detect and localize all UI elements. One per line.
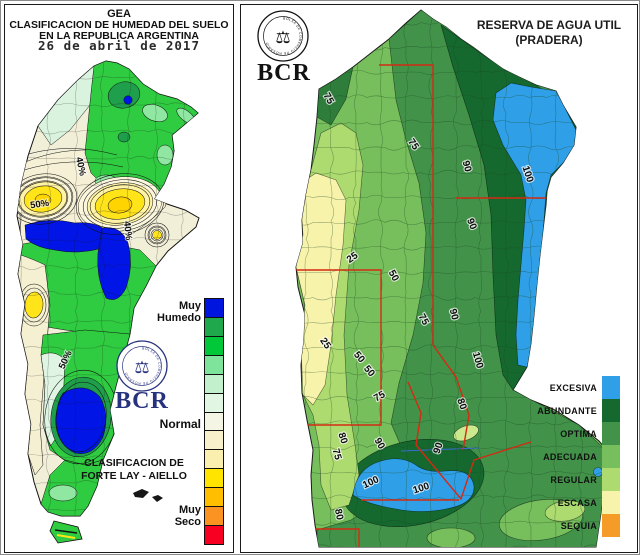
legend-swatch <box>602 514 620 537</box>
title-line-gea: GEA <box>107 8 131 20</box>
left-map-title: GEA CLASIFICACION DE HUMEDAD DEL SUELO E… <box>5 9 233 42</box>
legend-row: OPTIMA <box>470 422 620 445</box>
legend-label: ADECUADA <box>543 451 597 462</box>
legend-swatch <box>602 422 620 445</box>
contour-label: 80 <box>335 431 349 445</box>
colorbar-cell <box>204 449 224 469</box>
bcr-logo: BOLSA DE COMERCIO DE ROSARIO ⚖ <box>116 340 168 392</box>
colorbar-cell <box>204 335 224 355</box>
province-borders <box>296 64 563 547</box>
colorbar-cell <box>204 373 224 393</box>
legend-swatch <box>602 399 620 422</box>
water-reserve-legend: EXCESIVA ABUNDANTE OPTIMA ADECUADA REGUL… <box>470 376 620 537</box>
legend-row: ESCASA <box>470 491 620 514</box>
islands <box>133 489 163 502</box>
tierra-del-fuego <box>49 520 83 544</box>
bcr-wordmark: BCR <box>115 388 169 414</box>
contour-label: 90 <box>432 441 446 455</box>
contour-label: 40% <box>73 156 88 177</box>
colorbar-cell <box>204 468 224 488</box>
legend-row: ABUNDANTE <box>470 399 620 422</box>
legend-swatch <box>602 468 620 491</box>
reserve-zones <box>296 10 613 547</box>
water-reserve-map: 75 75 90 100 25 50 75 25 50 50 75 80 75 … <box>295 9 614 548</box>
legend-swatch <box>602 445 620 468</box>
contour-label: 80 <box>454 397 468 412</box>
classification-caption: CLASIFICACION DE FORTE LAY - AIELLO <box>81 457 187 482</box>
legend-label: ABUNDANTE <box>537 405 597 416</box>
legend-swatch <box>602 491 620 514</box>
colorbar-cell <box>204 392 224 412</box>
argentina-soil-moisture-map: 50% 40% 40% 50% <box>16 60 200 544</box>
contour-label: 40% <box>121 221 134 242</box>
bcr-logo: BOLSA DE COMERCIO DE ROSARIO ⚖ <box>257 10 309 62</box>
map-date: 26 de abril de 2017 <box>38 38 200 53</box>
moisture-colorbar <box>204 298 224 545</box>
legend-label-muy-humedo: Muy Humedo <box>157 300 201 324</box>
contour-label: 90 <box>460 160 474 174</box>
right-map-title: RESERVA DE AGUA UTIL (PRADERA) <box>476 18 622 47</box>
colorbar-cell <box>204 430 224 450</box>
colorbar-cell <box>204 316 224 336</box>
contour-label: 90 <box>447 308 460 322</box>
legend-label: OPTIMA <box>560 428 597 439</box>
left-map-panel: 50% 40% 40% 50% GEA CLASIFICACION DE HUM… <box>4 4 234 553</box>
legend-row: EXCESIVA <box>470 376 620 399</box>
legend-label: REGULAR <box>550 474 597 485</box>
contour-label: 80 <box>332 508 345 522</box>
bcr-wordmark: BCR <box>257 60 311 86</box>
right-map-panel: 75 75 90 100 25 50 75 25 50 50 75 80 75 … <box>240 4 638 553</box>
contour-label: 50% <box>29 198 50 212</box>
legend-swatch <box>602 376 620 399</box>
moisture-zones <box>17 61 199 516</box>
title-line-3: EN LA REPUBLICA ARGENTINA <box>39 30 199 42</box>
contour-label: 75 <box>330 448 344 462</box>
colorbar-cell <box>204 487 224 507</box>
title-line-2: CLASIFICACION DE HUMEDAD DEL SUELO <box>9 19 229 31</box>
legend-label: ESCASA <box>557 497 597 508</box>
colorbar-cell <box>204 411 224 431</box>
legend-row: REGULAR <box>470 468 620 491</box>
colorbar-cell <box>204 354 224 374</box>
legend-label-muy-seco: Muy Seco <box>174 504 201 528</box>
legend-row: SEQUIA <box>470 514 620 537</box>
colorbar-cell <box>204 525 224 545</box>
legend-label: SEQUIA <box>560 520 597 531</box>
colorbar-cell <box>204 298 224 317</box>
legend-label-normal: Normal <box>159 417 201 431</box>
legend-row: ADECUADA <box>470 445 620 468</box>
legend-label: EXCESIVA <box>549 382 597 393</box>
scales-icon: ⚖ <box>134 358 149 377</box>
scales-icon: ⚖ <box>275 28 290 47</box>
colorbar-cell <box>204 506 224 526</box>
